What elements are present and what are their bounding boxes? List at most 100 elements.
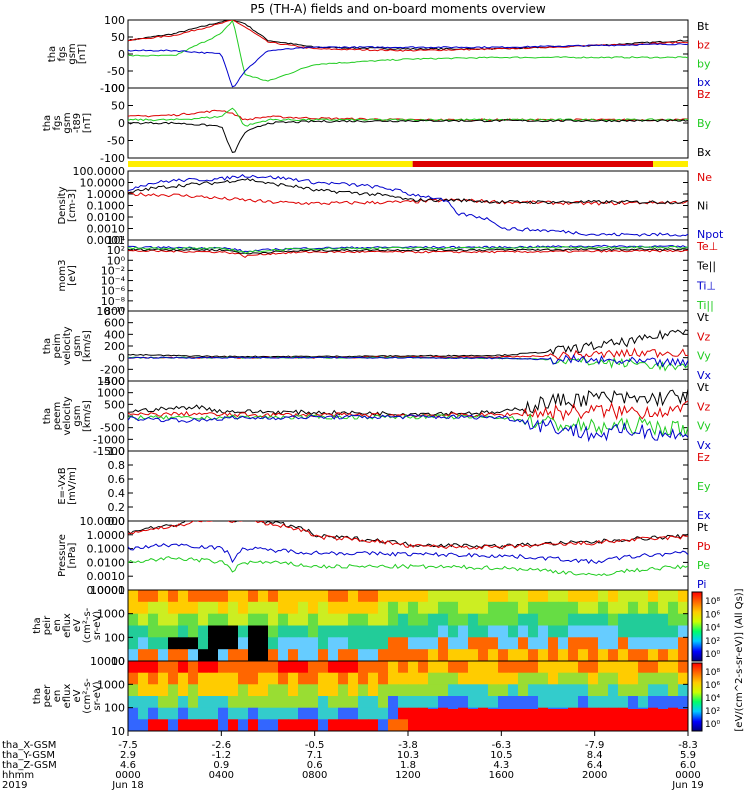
legend-Vy: Vy (697, 420, 711, 433)
xaxis-value: -0.5 (305, 740, 325, 751)
y-label-line: tha (42, 338, 53, 354)
xaxis-row-label: tha_Y-GSM (2, 750, 55, 761)
y-label-line: gsm (72, 335, 83, 356)
legend-Ti⊥: Ti⊥ (696, 279, 716, 292)
xaxis-value: 5.9 (680, 750, 696, 761)
y-tick-label: 10² (107, 244, 125, 257)
xaxis-row-label: tha_X-GSM (2, 740, 56, 751)
bottom-band (408, 709, 688, 731)
xaxis-value: 8.4 (587, 750, 603, 761)
series-line-Npot (128, 174, 688, 237)
colorbar-2 (691, 662, 703, 732)
y-tick-label: 10.0000 (80, 177, 126, 190)
region-bar-red (412, 161, 653, 167)
y-label-line: Density (57, 186, 68, 224)
legend-Npot: Npot (697, 228, 724, 241)
y-tick-label: 50 (111, 100, 125, 113)
y-axis-label: E=-VxB [mV/m] (57, 467, 78, 505)
legend-Te⊥: Te⊥ (696, 240, 718, 253)
legend-Ni: Ni (697, 200, 708, 213)
legend-By: By (697, 117, 712, 130)
legend-Pi: Pi (697, 578, 706, 591)
xaxis-value: 4.6 (120, 760, 136, 771)
y-tick-label: 10000 (90, 655, 125, 668)
legend-Vx: Vx (697, 439, 712, 452)
colorbar-label-text: [eV/(cm^2-s-sr-eV)] (All Qs)] (734, 588, 745, 731)
y-tick-label: -200 (100, 363, 125, 376)
series-line-Vy (128, 413, 688, 438)
plot-title: P5 (TH-A) fields and on-board moments ov… (250, 2, 546, 16)
y-label-line: en (52, 619, 63, 632)
series-line-Pb (128, 521, 688, 550)
series-line-by (128, 20, 688, 82)
y-label-line: -t89 (72, 113, 83, 133)
legend-Bx: Bx (697, 146, 712, 159)
y-tick-label: 0.0010 (87, 223, 126, 236)
series-line-Pe (128, 556, 688, 576)
legend-Ey: Ey (697, 480, 711, 493)
panel-frame (127, 310, 689, 382)
panel-frame (127, 170, 689, 241)
y-label-line: eflux (62, 613, 73, 638)
xaxis-value: 0400 (209, 770, 234, 781)
xaxis-value: Jun 18 (111, 780, 144, 791)
y-tick-label: 1000 (97, 678, 125, 691)
panel-fgs-gse: 100 50 0 -50 -100 tha fgs gsm -t89 [nT] Bz By Bx (42, 82, 712, 167)
y-label-line: en (52, 690, 63, 703)
y-tick-label: 0 (118, 352, 125, 365)
y-label-line: peir (42, 615, 53, 635)
y-tick-label: 400 (104, 328, 125, 341)
y-label-line: (cm²-s- (82, 607, 93, 643)
y-tick-label: -50 (107, 135, 125, 148)
y-tick-label: 0.1000 (87, 200, 126, 213)
y-label-line: tha (47, 46, 58, 62)
xaxis-value: 7.1 (307, 750, 323, 761)
y-label-line: gsm (62, 112, 73, 133)
colorbar-label: [eV/(cm^2-s-sr-eV)] (All Qs)] (734, 588, 745, 731)
colorbar-tick-label: 10² (705, 637, 720, 647)
y-label-line: tha (42, 408, 53, 424)
y-tick-label: 1000 (97, 608, 125, 621)
y-label-line: fgs (57, 46, 68, 61)
legend-Vz: Vz (697, 330, 711, 343)
y-tick-label: 0.6 (108, 473, 126, 486)
xaxis-value: 6.4 (587, 760, 603, 771)
y-tick-label: 1.0000 (87, 529, 126, 542)
region-bar-yellow (128, 161, 413, 167)
xaxis-value: 0.9 (213, 760, 229, 771)
y-label-line: peim (52, 333, 63, 358)
y-axis-label: tha fgs gsm -t89 [nT] (42, 112, 93, 133)
y-label-line: velocity (62, 326, 73, 365)
panel-frame (127, 450, 689, 522)
y-axis-label: tha peer en eflux eV (cm²-s-sr-eV) (32, 678, 103, 714)
colorbar-tick-label: 10² (705, 707, 720, 717)
y-label-line: [nT] (77, 44, 88, 64)
series-line-Te|| (128, 248, 688, 255)
xaxis-value: 6.0 (680, 760, 696, 771)
panel-peer-spec: 10000 1000 100 10 tha peer en eflux eV (cm²-s-sr-… (32, 655, 689, 738)
xaxis-value: 0000 (675, 770, 700, 781)
y-tick-label: 0 (118, 117, 125, 130)
y-label-line: fgs (52, 115, 63, 130)
y-axis-label: Density [cm-3] (57, 186, 78, 224)
colorbar-tick-label: 10⁶ (705, 610, 720, 620)
xaxis-value: 0800 (302, 770, 327, 781)
y-tick-label: 0.2 (108, 501, 126, 514)
y-tick-label: 0 (118, 48, 125, 61)
y-tick-label: 0.0100 (87, 556, 126, 569)
legend-Pe: Pe (697, 559, 710, 572)
legend-Ez: Ez (697, 451, 710, 464)
series-line-Bx (128, 119, 688, 153)
y-label-line: eflux (62, 684, 73, 709)
y-tick-label: -400 (100, 375, 125, 388)
y-tick-label: 10⁰ (107, 254, 126, 267)
panel-frame (127, 87, 689, 159)
xaxis-value: -8.3 (678, 740, 698, 751)
y-tick-label: 0.1000 (87, 543, 126, 556)
y-label-line: tha (32, 688, 43, 704)
y-tick-label: -50 (107, 65, 125, 78)
panel-efield: 1.00.80.60.40.20.0 E=-VxB [mV/m] Ez Ey Ex (57, 445, 711, 528)
y-label-line: eV (72, 689, 83, 702)
y-tick-label: 10000 (90, 584, 125, 597)
